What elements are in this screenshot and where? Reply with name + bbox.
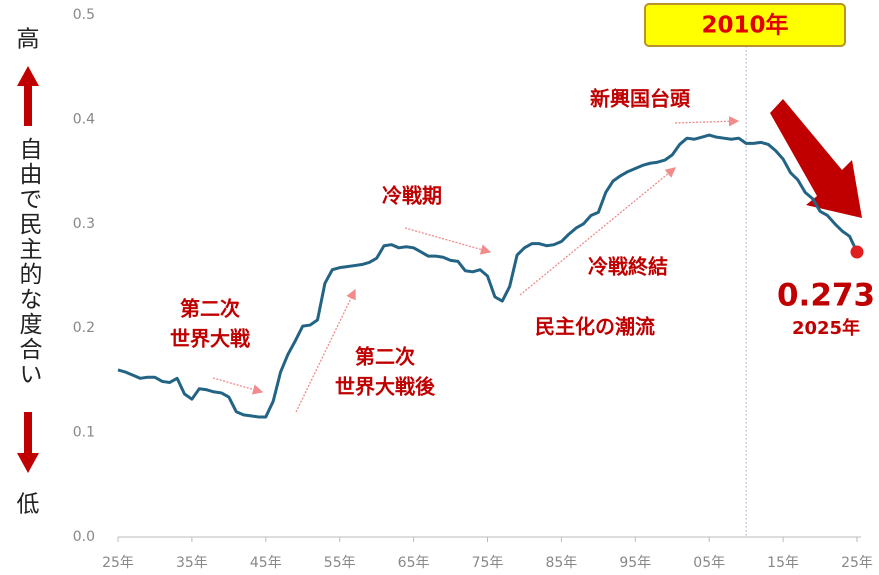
annotation-arrow	[519, 167, 677, 296]
x-tick-label: 65年	[398, 555, 430, 571]
x-tick-label: 25年	[841, 555, 873, 571]
annotation: 新興国台頭	[590, 87, 691, 111]
end-year-label: 2025年	[792, 317, 860, 339]
trend-arrow	[770, 99, 862, 218]
x-tick-label: 35年	[176, 555, 208, 571]
x-tick-label: 95年	[619, 555, 651, 571]
x-tick-label: 05年	[693, 555, 725, 571]
y-tick-label: 0.0	[73, 529, 95, 545]
y-low-label: 低	[17, 492, 40, 518]
x-tick-label: 15年	[767, 555, 799, 571]
annotation: 第二次	[355, 345, 415, 369]
x-tick-label: 55年	[324, 555, 356, 571]
y-axis-label: 自由で民主的な度合い	[15, 137, 43, 387]
annotation: 世界大戦後	[335, 375, 436, 399]
down-arrow	[17, 412, 39, 473]
annotation-arrow	[674, 116, 740, 127]
y-tick-label: 0.5	[73, 7, 95, 23]
y-tick-label: 0.3	[73, 216, 95, 232]
x-tick-label: 45年	[250, 555, 282, 571]
y-high-label: 高	[17, 27, 40, 53]
annotation-arrow	[295, 288, 356, 413]
annotation-arrow	[212, 377, 264, 395]
x-tick-label: 25年	[102, 555, 134, 571]
annotation: 民主化の潮流	[535, 315, 655, 339]
end-point	[850, 245, 864, 259]
end-value-label: 0.273	[777, 278, 875, 314]
y-tick-label: 0.2	[73, 320, 95, 336]
annotation: 第二次	[180, 297, 240, 321]
y-tick-label: 0.4	[73, 111, 95, 127]
y-tick-label: 0.1	[73, 425, 95, 441]
up-arrow	[17, 66, 39, 126]
annotation: 冷戦期	[382, 184, 442, 208]
highlight-box	[644, 3, 846, 47]
x-tick-label: 75年	[472, 555, 504, 571]
data-line	[117, 133, 859, 419]
annotation-arrow	[404, 227, 492, 255]
annotation: 冷戦終結	[588, 255, 668, 279]
annotation: 世界大戦	[170, 327, 250, 351]
highlight-label: 2010年	[701, 12, 788, 39]
x-tick-label: 85年	[545, 555, 577, 571]
